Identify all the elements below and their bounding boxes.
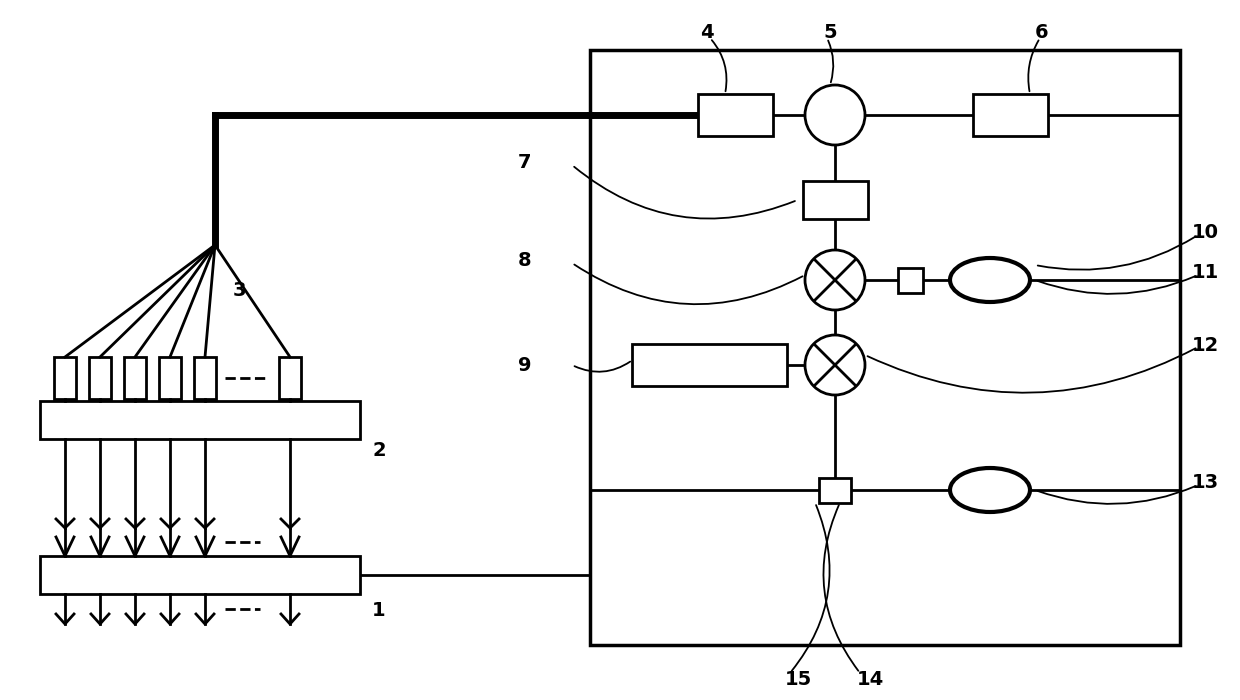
Bar — [802, 181, 868, 219]
Bar — [40, 556, 360, 594]
Ellipse shape — [950, 468, 1030, 512]
Text: 4: 4 — [701, 22, 714, 41]
Bar — [818, 477, 851, 503]
Bar — [193, 357, 216, 399]
Text: 13: 13 — [1192, 473, 1219, 491]
Bar — [697, 94, 773, 136]
Text: 15: 15 — [785, 671, 812, 690]
Bar — [898, 267, 923, 293]
Circle shape — [805, 85, 866, 145]
Bar — [40, 401, 360, 439]
Circle shape — [805, 250, 866, 310]
Text: 3: 3 — [233, 281, 247, 300]
Text: 6: 6 — [1035, 22, 1049, 41]
Bar — [124, 357, 146, 399]
Circle shape — [805, 335, 866, 395]
Text: 14: 14 — [857, 671, 884, 690]
Text: 10: 10 — [1192, 223, 1219, 241]
Bar — [632, 344, 787, 386]
Text: 9: 9 — [518, 356, 532, 375]
Bar — [159, 357, 181, 399]
Bar — [89, 357, 112, 399]
Text: 11: 11 — [1192, 262, 1219, 281]
Text: 5: 5 — [823, 22, 837, 41]
Text: 2: 2 — [372, 440, 386, 459]
Bar — [55, 357, 76, 399]
Bar — [279, 357, 301, 399]
Text: 8: 8 — [518, 251, 532, 270]
Ellipse shape — [950, 258, 1030, 302]
Text: 1: 1 — [372, 601, 386, 620]
Text: 7: 7 — [518, 153, 532, 172]
Bar — [972, 94, 1048, 136]
Text: 12: 12 — [1192, 335, 1219, 354]
Bar — [590, 50, 1180, 645]
